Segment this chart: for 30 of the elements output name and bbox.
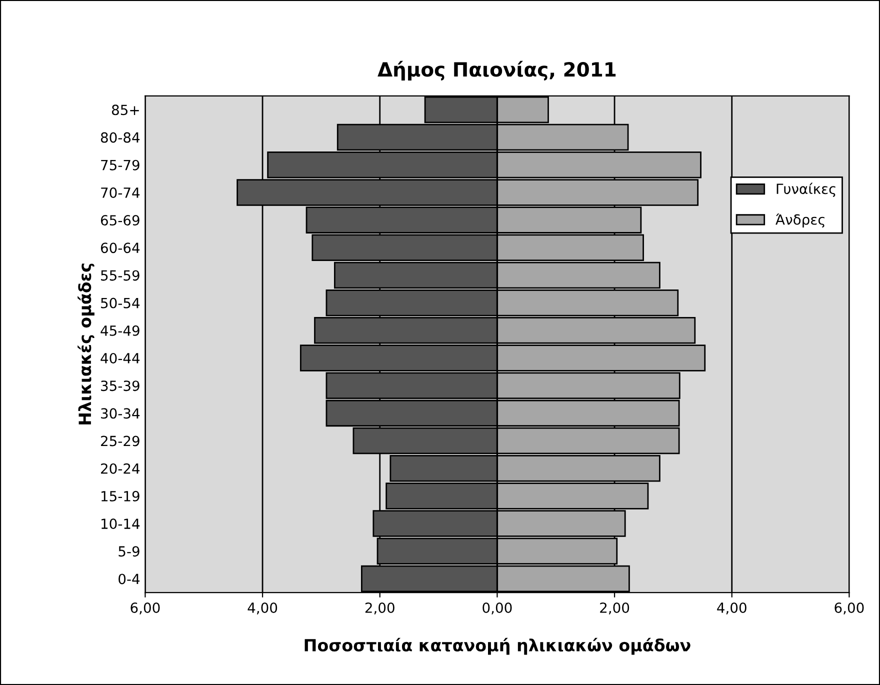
x-tick-label: 6,00 (130, 602, 160, 614)
y-tick-label: 30-34 (101, 408, 140, 419)
y-tick-label: 85+ (112, 104, 139, 116)
legend-label: Άνδρες (776, 213, 824, 228)
y-tick-label: 45-49 (100, 325, 140, 336)
x-tick-label: 2,00 (365, 602, 394, 614)
y-tick-label: 15-19 (102, 490, 140, 502)
y-tick-label: 75-79 (101, 160, 140, 170)
x-axis-title: Ποσοστιαία κατανομή ηλικιακών ομάδων (304, 638, 690, 655)
x-tick-label: 4,00 (248, 602, 278, 614)
y-tick-label: 60-64 (100, 242, 140, 254)
y-tick-label: 25-29 (101, 436, 140, 446)
y-tick-label: 65-69 (100, 215, 140, 226)
x-tick-label: 2,00 (600, 602, 630, 614)
y-tick-label: 20-24 (101, 463, 140, 474)
y-axis-title: Ηλικιακές ομάδες (78, 264, 94, 424)
x-tick-label: 4,00 (717, 602, 746, 614)
y-tick-label: 80-84 (100, 132, 140, 143)
y-tick-label: 10-14 (102, 518, 140, 530)
x-tick-label: 0,00 (482, 602, 512, 614)
x-tick-label: 6,00 (834, 602, 864, 614)
y-tick-label: 35-39 (101, 380, 140, 392)
y-tick-label: 55-59 (101, 270, 140, 281)
y-tick-label: 0-4 (118, 574, 140, 584)
y-tick-label: 70-74 (101, 187, 140, 198)
y-tick-label: 50-54 (101, 298, 140, 308)
legend-label: Γυναίκες (776, 182, 836, 197)
y-tick-label: 40-44 (100, 352, 140, 364)
y-tick-label: 5-9 (118, 546, 140, 557)
chart-title: Δήμος Παιονίας, 2011 (378, 60, 616, 81)
